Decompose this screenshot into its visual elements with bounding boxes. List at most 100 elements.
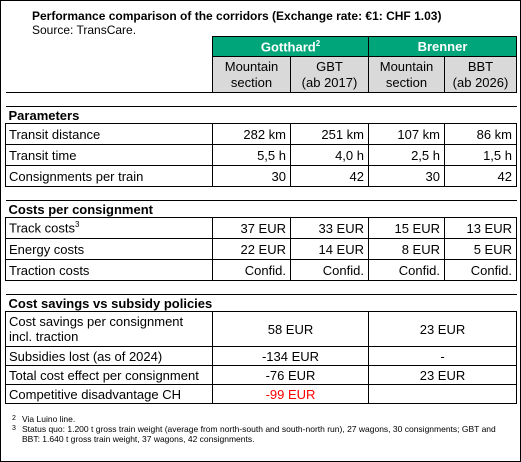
data-row: Energy costs 22 EUR 14 EUR 8 EUR 5 EUR — [5, 238, 517, 260]
row-label-text: Transit time — [9, 147, 77, 163]
spacer-row — [5, 186, 517, 201]
spacer — [5, 186, 517, 201]
value-cell: 33 EUR — [290, 217, 369, 239]
subhead-line: Mountain — [379, 58, 434, 74]
value-cell: -76 EUR — [212, 365, 369, 385]
value-cell: 30 — [212, 165, 291, 187]
value-cell: 86 km — [444, 123, 517, 145]
subhead: Mountain section — [368, 56, 445, 93]
value-cell: 23 EUR — [368, 311, 517, 347]
footnote: 2 Via Luino line. — [12, 414, 512, 424]
section-row: Parameters — [5, 106, 517, 124]
value-cell: -134 EUR — [212, 346, 369, 366]
row-label-text: Energy costs — [9, 241, 85, 257]
section-title: Parameters — [5, 106, 517, 124]
row-label-text: Competitive disadvantage CH — [9, 386, 181, 402]
value-cell: Confid. — [368, 259, 445, 281]
data-row: Competitive disadvantage CH -99 EUR — [5, 384, 517, 404]
value-cell: 42 — [444, 165, 517, 187]
value-cell: 42 — [290, 165, 369, 187]
row-label: Transit distance — [5, 123, 213, 145]
spacer — [5, 280, 517, 295]
value-cell: 5,5 h — [212, 144, 291, 166]
footnote-mark: 2 — [12, 415, 16, 422]
row-label: Total cost effect per consignment — [5, 365, 213, 385]
row-label: Competitive disadvantage CH — [5, 384, 213, 404]
data-row: Traction costs Confid. Confid. Confid. Confi… — [5, 259, 517, 281]
value-cell: 30 — [368, 165, 445, 187]
value-cell: 1,5 h — [444, 144, 517, 166]
footnote-mark: 3 — [12, 425, 16, 432]
row-label-text: Transit distance — [9, 126, 101, 142]
value-cell: 22 EUR — [212, 238, 291, 260]
subhead-row: Mountain section GBT (ab 2017) Mountain secti… — [6, 56, 517, 93]
subhead-line: Mountain — [224, 58, 279, 74]
subhead: GBT (ab 2017) — [290, 56, 369, 93]
data-row: Total cost effect per consignment -76 EUR… — [5, 365, 517, 385]
spacer — [5, 92, 517, 107]
row-label: Energy costs — [5, 238, 213, 260]
value-cell: 58 EUR — [212, 311, 369, 347]
group-header: Brenner — [368, 36, 517, 57]
section-row: Cost savings vs subsidy policies — [5, 294, 517, 312]
source: Source: TransCare. — [32, 23, 137, 37]
data-row: Subsidies lost (as of 2024) -134 EUR - — [5, 346, 517, 366]
empty — [6, 37, 213, 57]
value-cell: 4,0 h — [290, 144, 369, 166]
data-row: Consignments per train 30 42 30 42 — [5, 165, 517, 187]
row-label-text: Track costs — [9, 220, 75, 236]
empty — [6, 57, 213, 93]
footnote-mark: 2 — [315, 38, 321, 48]
value-cell: 2,5 h — [368, 144, 445, 166]
data-row: Transit distance 282 km 251 km 107 km 86 km — [5, 123, 517, 145]
row-label: Consignments per train — [5, 165, 213, 187]
subhead-line: BBT — [467, 58, 494, 74]
row-label-text: Subsidies lost (as of 2024) — [9, 348, 163, 364]
section-row: Costs per consignment — [5, 200, 517, 218]
value-cell: 5 EUR — [444, 238, 517, 260]
row-label-text: Total cost effect per consignment — [9, 367, 199, 383]
subhead-line: section — [230, 74, 273, 90]
comparison-table: Gotthard2 Brenner Mountain section GBT (ab 20… — [5, 36, 517, 404]
value-cell: 8 EUR — [368, 238, 445, 260]
value-cell: Confid. — [212, 259, 291, 281]
value-cell: 23 EUR — [368, 365, 517, 385]
section-title: Cost savings vs subsidy policies — [5, 294, 517, 312]
title: Performance comparison of the corridors … — [32, 9, 442, 23]
footnote: 3 Status quo: 1.200 t gross train weight … — [12, 424, 512, 444]
data-row: Track costs3 37 EUR 33 EUR 15 EUR 13 EUR — [5, 217, 517, 239]
row-label: Cost savings per consignment incl. tract… — [5, 311, 213, 347]
footnote-text: Status quo: 1.200 t gross train weight (… — [22, 424, 496, 444]
subhead-line: GBT — [316, 58, 343, 74]
subhead: BBT (ab 2026) — [444, 56, 517, 93]
row-label-text: Cost savings per consignment incl. tract… — [9, 314, 184, 344]
subhead-line: section — [385, 74, 428, 90]
value-cell: Confid. — [444, 259, 517, 281]
section-title: Costs per consignment — [5, 200, 517, 218]
row-label: Transit time — [5, 144, 213, 166]
value-cell — [368, 384, 517, 404]
group-row: Gotthard2 Brenner — [6, 36, 517, 57]
group-label: Gotthard — [260, 39, 316, 55]
group-header: Gotthard2 — [212, 36, 369, 57]
group-label: Brenner — [417, 39, 468, 54]
footnotes: 2 Via Luino line. 3 Status quo: 1.200 t gro… — [12, 414, 512, 444]
value-cell: 15 EUR — [368, 217, 445, 239]
value-cell: 251 km — [290, 123, 369, 145]
value-cell: 282 km — [212, 123, 291, 145]
value-cell: 37 EUR — [212, 217, 291, 239]
row-label-text: Traction costs — [9, 262, 90, 278]
spacer-row — [5, 92, 517, 107]
spacer-row — [5, 280, 517, 295]
data-row: Cost savings per consignment incl. tract… — [5, 311, 517, 347]
value-cell: Confid. — [290, 259, 369, 281]
value-cell: 13 EUR — [444, 217, 517, 239]
footnote-text: Via Luino line. — [22, 414, 76, 424]
row-label: Subsidies lost (as of 2024) — [5, 346, 213, 366]
value-cell: 107 km — [368, 123, 445, 145]
footnote-mark: 3 — [74, 220, 80, 230]
data-row: Transit time 5,5 h 4,0 h 2,5 h 1,5 h — [5, 144, 517, 166]
value-cell: -99 EUR — [212, 384, 369, 404]
subhead-line: (ab 2026) — [452, 74, 509, 90]
